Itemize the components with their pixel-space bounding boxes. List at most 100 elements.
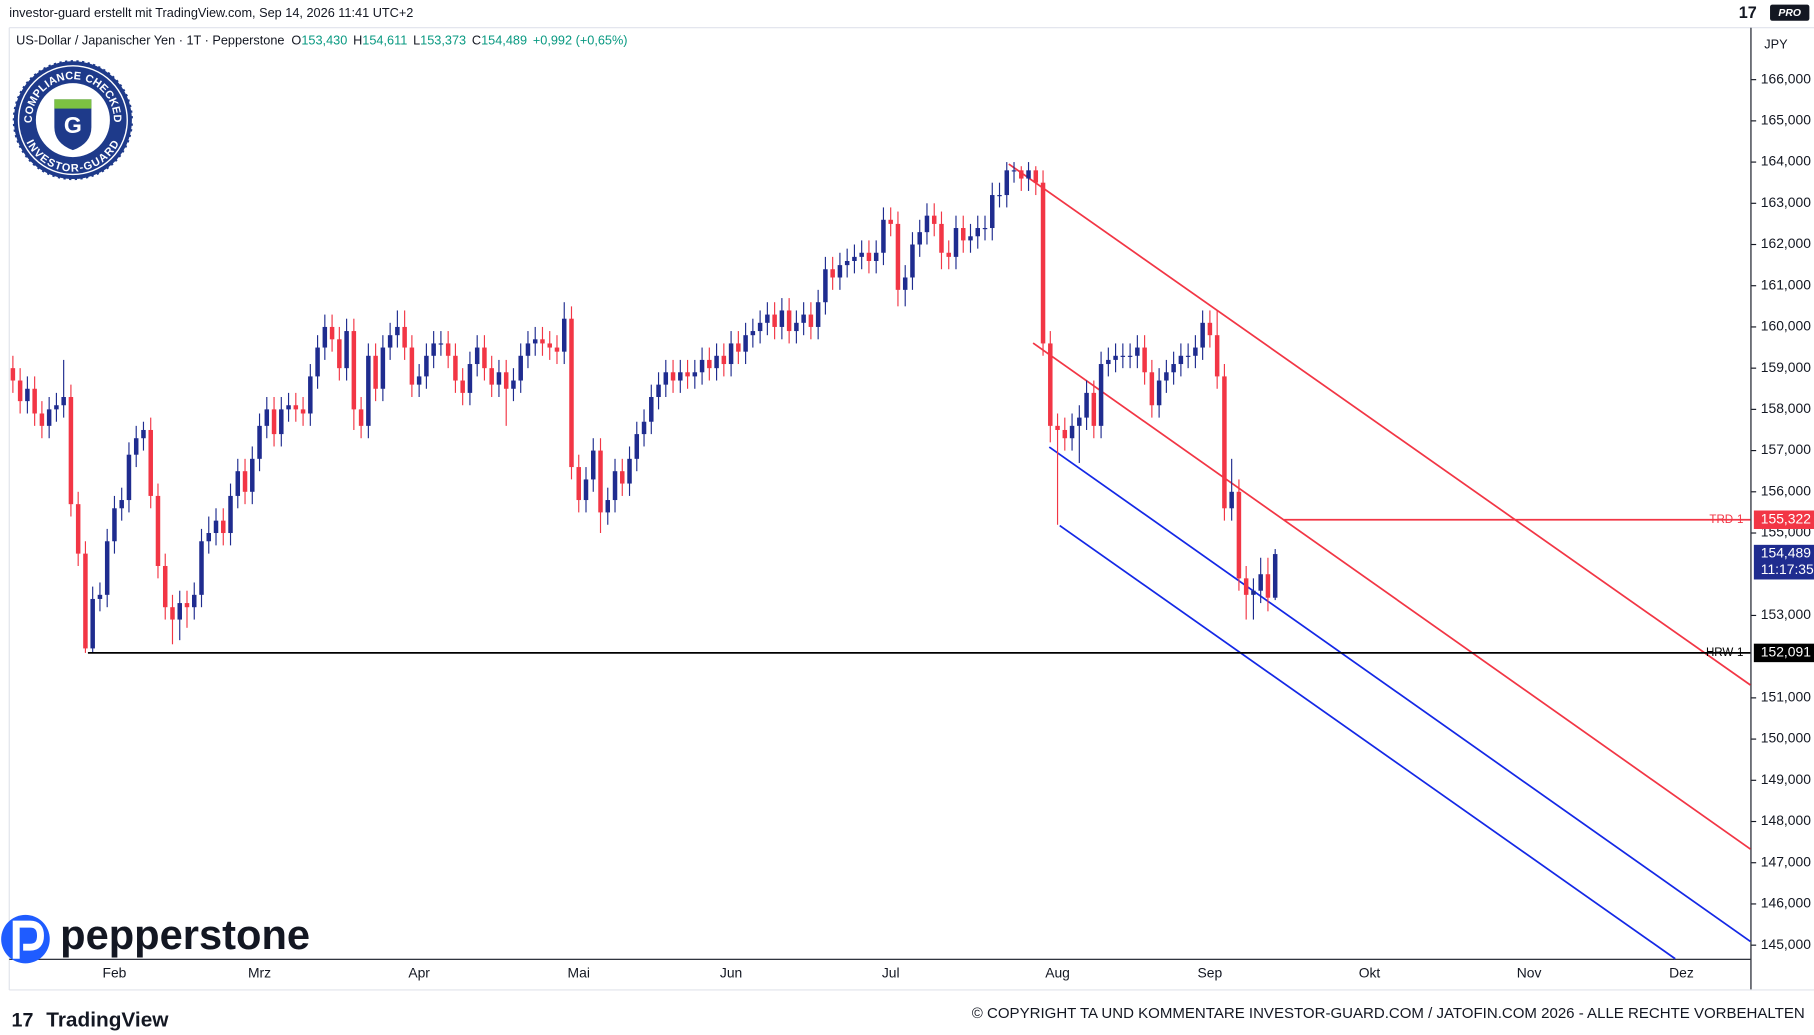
y-tick-label: 159,000 xyxy=(1761,359,1811,375)
candle-body xyxy=(736,343,741,352)
candle-body xyxy=(569,318,574,468)
candle-body xyxy=(32,388,37,414)
candle-body xyxy=(235,471,241,496)
x-tick-label: Aug xyxy=(1045,964,1070,980)
candle-body xyxy=(561,318,567,352)
candle-body xyxy=(104,541,110,595)
candle-body xyxy=(184,603,190,608)
candle-body xyxy=(554,347,560,352)
candle-body xyxy=(678,372,683,381)
candle-body xyxy=(126,454,132,501)
candle-body xyxy=(206,533,212,542)
candle-body xyxy=(1113,355,1118,360)
candle-body xyxy=(1004,170,1010,196)
y-tick-label: 148,000 xyxy=(1761,812,1811,828)
candle-body xyxy=(351,331,357,410)
candle-body xyxy=(445,343,451,356)
candle-body xyxy=(467,364,473,393)
candle-body xyxy=(757,322,763,332)
ohlc-value: 153,430 xyxy=(301,33,347,48)
candle-body xyxy=(242,471,248,492)
candle-body xyxy=(438,343,444,345)
y-tick-label: 153,000 xyxy=(1761,606,1811,622)
candle-body xyxy=(946,252,951,257)
candle-body xyxy=(337,339,342,369)
candle-body xyxy=(1069,425,1075,439)
candle-body xyxy=(191,594,197,608)
candle-body xyxy=(75,504,81,554)
candle-body xyxy=(532,339,538,344)
candle-body xyxy=(133,438,139,455)
candle-body xyxy=(794,322,799,332)
candle-body xyxy=(728,343,734,365)
currency: JPY xyxy=(1764,36,1788,51)
last-price-label: 154,489 xyxy=(1761,545,1811,561)
candle-body xyxy=(968,236,973,241)
candle-body xyxy=(431,343,436,356)
candle-body xyxy=(1229,491,1234,509)
candle-body xyxy=(1127,355,1133,357)
y-tick-label: 150,000 xyxy=(1761,730,1811,746)
candle-body xyxy=(83,553,88,649)
x-tick-label: Feb xyxy=(102,964,126,980)
candle-body xyxy=(627,458,632,484)
candle-body xyxy=(924,215,930,233)
candle-body xyxy=(68,397,74,505)
candle-body xyxy=(503,372,509,389)
candle-body xyxy=(902,277,908,290)
y-tick-label: 158,000 xyxy=(1761,400,1811,416)
header: investor-guard erstellt mit TradingView.… xyxy=(9,5,413,20)
candle-body xyxy=(300,409,306,414)
candle-body xyxy=(823,269,828,303)
candle-body xyxy=(525,343,531,356)
candle-body xyxy=(1193,347,1198,356)
ohlc-key: C xyxy=(472,33,481,48)
candle-body xyxy=(1040,182,1046,344)
badge-ring xyxy=(17,65,128,176)
candle-body xyxy=(250,458,255,492)
candle-body xyxy=(547,343,552,348)
candle-body xyxy=(670,372,676,381)
candle-body xyxy=(54,405,59,410)
candle-body xyxy=(1251,590,1256,595)
candle-body xyxy=(692,372,698,377)
candle-body xyxy=(329,326,335,340)
candle-body xyxy=(315,347,320,377)
candle-body xyxy=(1098,364,1104,426)
candle-body xyxy=(1178,355,1184,365)
compliance-badge: COMPLIANCE CHECKED INVESTOR-GUARD G xyxy=(11,58,135,182)
candle-body xyxy=(358,409,364,426)
candle-body xyxy=(61,397,66,406)
candle-body xyxy=(39,413,45,426)
badge-g: G xyxy=(64,112,82,138)
tv-pro-logo: 17 PRO xyxy=(1739,4,1810,22)
candle-body xyxy=(1272,554,1278,598)
candle-body xyxy=(511,380,516,389)
pepperstone-logo: pepperstone xyxy=(1,911,310,964)
candle-body xyxy=(772,314,777,327)
candle-body xyxy=(1011,170,1017,172)
candle-body xyxy=(221,520,226,534)
candle-body xyxy=(387,335,393,348)
level-name: HRW-1 xyxy=(1706,647,1743,659)
candle-body xyxy=(634,434,640,459)
candle-body xyxy=(293,405,299,410)
candle-body xyxy=(685,372,690,377)
y-tick-label: 156,000 xyxy=(1761,482,1811,498)
channel-line-blue-lower xyxy=(1059,524,1676,960)
candle-body xyxy=(1077,417,1082,426)
level-price-box xyxy=(1753,510,1814,529)
x-tick-label: Dez xyxy=(1669,964,1694,980)
candle-body xyxy=(10,368,16,381)
candle-body xyxy=(873,252,879,261)
ohlc-value: 153,373 xyxy=(420,33,466,48)
pro-text: PRO xyxy=(1778,8,1801,19)
candle-body xyxy=(1106,359,1111,365)
pro-badge xyxy=(1770,4,1810,21)
candle-body xyxy=(931,215,937,224)
candle-body xyxy=(271,409,277,435)
y-tick-label: 149,000 xyxy=(1761,771,1811,787)
badge-shield xyxy=(54,99,92,151)
candle-body xyxy=(380,347,386,389)
